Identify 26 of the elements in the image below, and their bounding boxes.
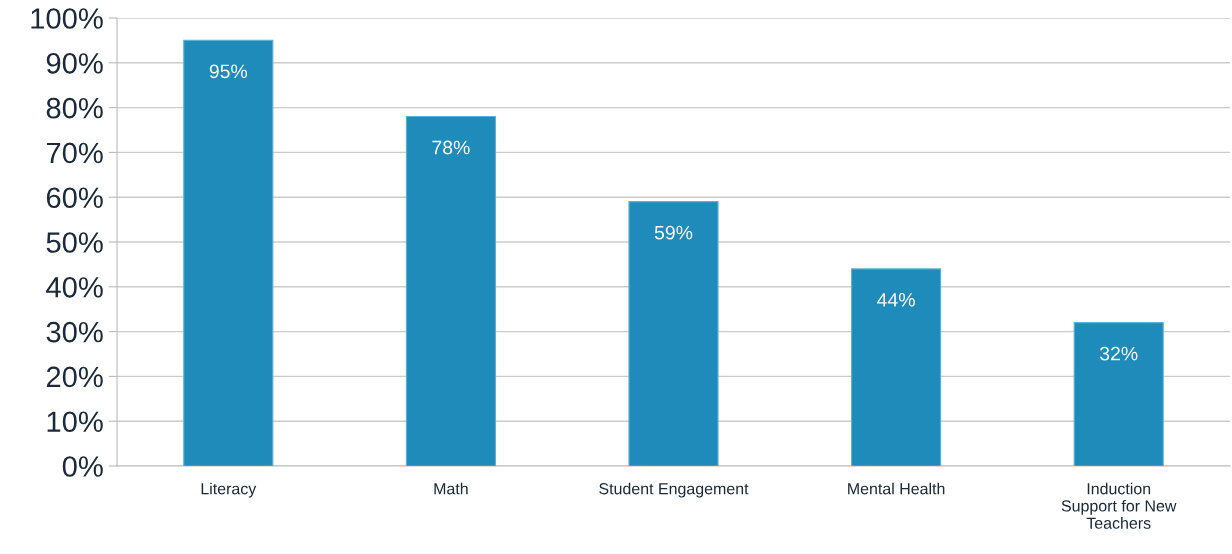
x-tick-label: Student Engagement — [599, 482, 749, 498]
data-label: 59% — [654, 225, 693, 240]
x-tick-label: Math — [434, 482, 468, 495]
y-tick-label: 50% — [46, 232, 103, 253]
y-tick-label: 10% — [47, 411, 103, 433]
y-tick-label: 90% — [46, 53, 103, 74]
bar — [405, 116, 496, 466]
data-label: 78% — [432, 140, 470, 155]
y-tick-label: 70% — [46, 142, 103, 164]
y-tick-label: 80% — [46, 97, 103, 119]
x-tick-label: Literacy — [201, 482, 257, 498]
y-tick-label: 20% — [46, 366, 103, 388]
bar — [628, 201, 719, 466]
y-tick-label: 0% — [62, 456, 103, 477]
y-tick-label: 40% — [46, 277, 103, 298]
data-label: 95% — [209, 64, 248, 79]
bar — [1073, 322, 1164, 466]
y-tick-label: 60% — [46, 187, 103, 209]
data-label: 44% — [877, 293, 915, 307]
y-tick-label: 100% — [31, 8, 103, 29]
bar — [183, 39, 274, 466]
y-tick-label: 30% — [46, 321, 103, 343]
data-label: 32% — [1099, 346, 1138, 361]
bar — [851, 268, 942, 466]
x-tick-label: Induction Support for New Teachers — [1061, 482, 1177, 529]
x-tick-label: Mental Health — [848, 482, 945, 495]
